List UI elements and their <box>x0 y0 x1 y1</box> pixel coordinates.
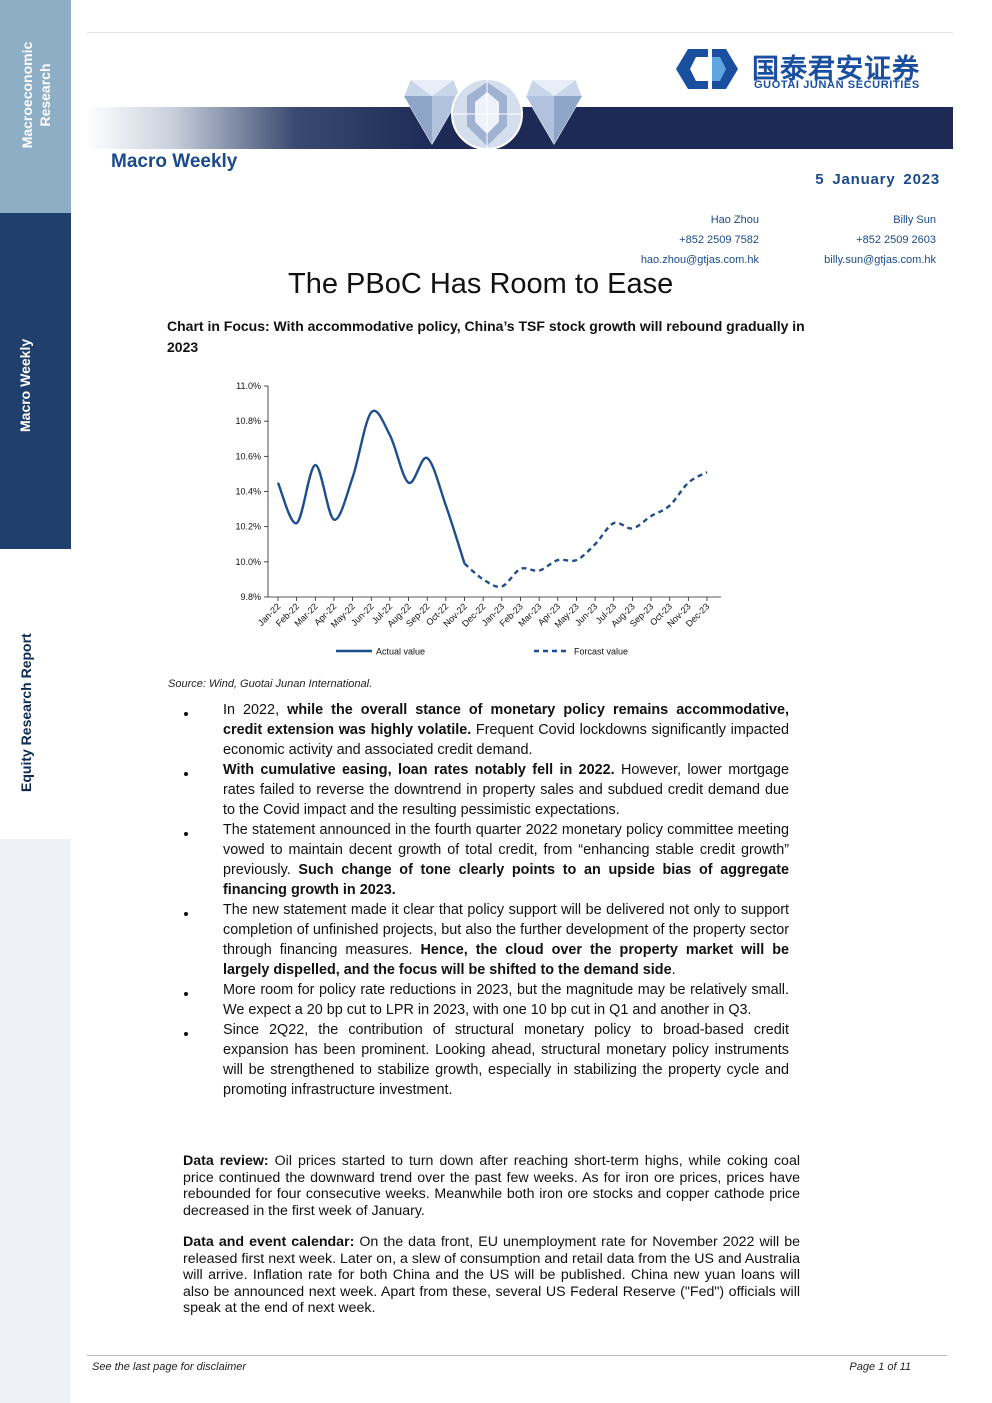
key-points-list: In 2022, while the overall stance of mon… <box>183 700 789 1100</box>
left-sidebar: Macroeconomic Research Macro Weekly Equi… <box>0 0 71 1403</box>
key-point-item: The statement announced in the fourth qu… <box>183 820 789 900</box>
key-point-text: The new statement made it clear that pol… <box>223 902 789 958</box>
author-phone: +852 2509 2603 <box>856 234 936 246</box>
y-tick-label: 10.2% <box>235 522 261 532</box>
event-calendar-paragraph: Data and event calendar: On the data fro… <box>183 1234 800 1317</box>
logo-mark-icon <box>676 49 738 89</box>
y-tick-label: 10.8% <box>235 416 261 426</box>
sidebar-label-line-1: Macroeconomic <box>19 41 35 149</box>
key-point-emphasis: With cumulative easing, loan rates notab… <box>223 762 615 778</box>
footer-disclaimer[interactable]: See the last page for disclaimer <box>92 1361 247 1373</box>
key-point-emphasis: Hence, the cloud over the property marke… <box>223 942 790 978</box>
report-title: The PBoC Has Room to Ease <box>288 268 674 300</box>
key-point-text: . <box>671 962 676 978</box>
data-review-paragraph: Data review: Oil prices started to turn … <box>183 1153 800 1219</box>
key-point-item: With cumulative easing, loan rates notab… <box>183 760 789 820</box>
logo-english-name: GUOTAI JUNAN SECURITIES <box>754 79 920 91</box>
footer-rule <box>87 1355 947 1356</box>
sidebar-section-macro-weekly <box>0 213 71 549</box>
header-top-rule <box>87 32 953 33</box>
tsf-growth-line-chart: 9.8% 10.0% 10.2% 10.4% 10.6% 10.8% 11.0% Jan-2… <box>235 381 721 657</box>
legend-label: Forcast value <box>574 647 628 657</box>
key-point-item: Since 2Q22, the contribution of structur… <box>183 1020 789 1100</box>
sidebar-section-research <box>0 0 71 213</box>
company-logo: 国泰君安证券 GUOTAI JUNAN SECURITIES <box>674 47 954 93</box>
forecast-value-line <box>463 471 708 589</box>
author-email[interactable]: billy.sun@gtjas.com.hk <box>824 254 936 266</box>
event-calendar-label: Data and event calendar: <box>183 1234 355 1250</box>
chart-axes <box>267 386 721 598</box>
sidebar-label-line-2: Research <box>37 63 53 127</box>
logo-chinese-name: 国泰君安证券 <box>752 54 920 85</box>
data-review-text: Oil prices started to turn down after re… <box>183 1153 800 1219</box>
key-point-emphasis: Such change of tone clearly points to an… <box>223 862 789 898</box>
author-email[interactable]: hao.zhou@gtjas.com.hk <box>640 254 759 266</box>
chart-in-focus-caption: Chart in Focus: With accommodative polic… <box>167 318 805 355</box>
key-point-text: The statement announced in the fourth qu… <box>223 822 789 878</box>
y-tick-label: 11.0% <box>236 381 261 391</box>
diamond-left-icon <box>403 79 461 145</box>
sidebar-label-equity-report: Equity Research Report <box>18 633 34 792</box>
sidebar-section-equity-report <box>0 549 71 839</box>
key-point-text: In 2022, <box>223 702 288 718</box>
sidebar-label-macro-weekly: Macro Weekly <box>17 338 33 432</box>
legend-label: Actual value <box>376 647 425 657</box>
author-name: Billy Sun <box>893 214 936 226</box>
diamond-right-icon <box>525 79 583 145</box>
author-name: Hao Zhou <box>710 214 759 226</box>
key-point-item: The new statement made it clear that pol… <box>183 900 789 980</box>
key-point-text: However, lower mortgage rates failed to … <box>223 762 789 818</box>
report-date: 5 January 2023 <box>815 171 940 188</box>
y-tick-label: 9.8% <box>240 592 261 602</box>
x-tick-labels: Jan-22Feb-22Mar-22Apr-22May-22Jun-22Jul-… <box>256 597 711 630</box>
author-phone: +852 2509 7582 <box>679 234 759 246</box>
actual-value-line <box>276 409 466 564</box>
key-point-item: In 2022, while the overall stance of mon… <box>183 700 789 760</box>
sidebar-label-research: Macroeconomic Research <box>18 35 54 155</box>
y-tick-label: 10.4% <box>235 487 261 497</box>
author-card: Hao Zhou +852 2509 7582 hao.zhou@gtjas.c… <box>641 210 759 270</box>
key-point-text: More room for policy rate reductions in … <box>223 982 789 1018</box>
chart-legend: Actual value Forcast value <box>336 647 628 657</box>
key-point-text: Since 2Q22, the contribution of structur… <box>223 1022 789 1098</box>
y-tick-label: 10.0% <box>235 557 261 567</box>
chart-series <box>276 409 708 589</box>
chart-source-note: Source: Wind, Guotai Junan International… <box>168 678 373 690</box>
y-tick-label: 10.6% <box>235 451 261 461</box>
key-point-emphasis: while the overall stance of monetary pol… <box>223 702 789 738</box>
key-point-text: Frequent Covid lockdowns significantly i… <box>223 722 789 758</box>
footer-page-number: Page 1 of 11 <box>849 1361 911 1373</box>
y-tick-labels: 9.8% 10.0% 10.2% 10.4% 10.6% 10.8% 11.0% <box>235 381 268 602</box>
series-name: Macro Weekly <box>111 151 238 172</box>
key-point-item: More room for policy rate reductions in … <box>183 980 789 1020</box>
author-card: Billy Sun +852 2509 2603 billy.sun@gtjas… <box>824 210 936 270</box>
event-calendar-text: On the data front, EU unemployment rate … <box>183 1234 800 1317</box>
data-review-label: Data review: <box>183 1153 269 1169</box>
diamond-center-icon <box>451 78 523 150</box>
